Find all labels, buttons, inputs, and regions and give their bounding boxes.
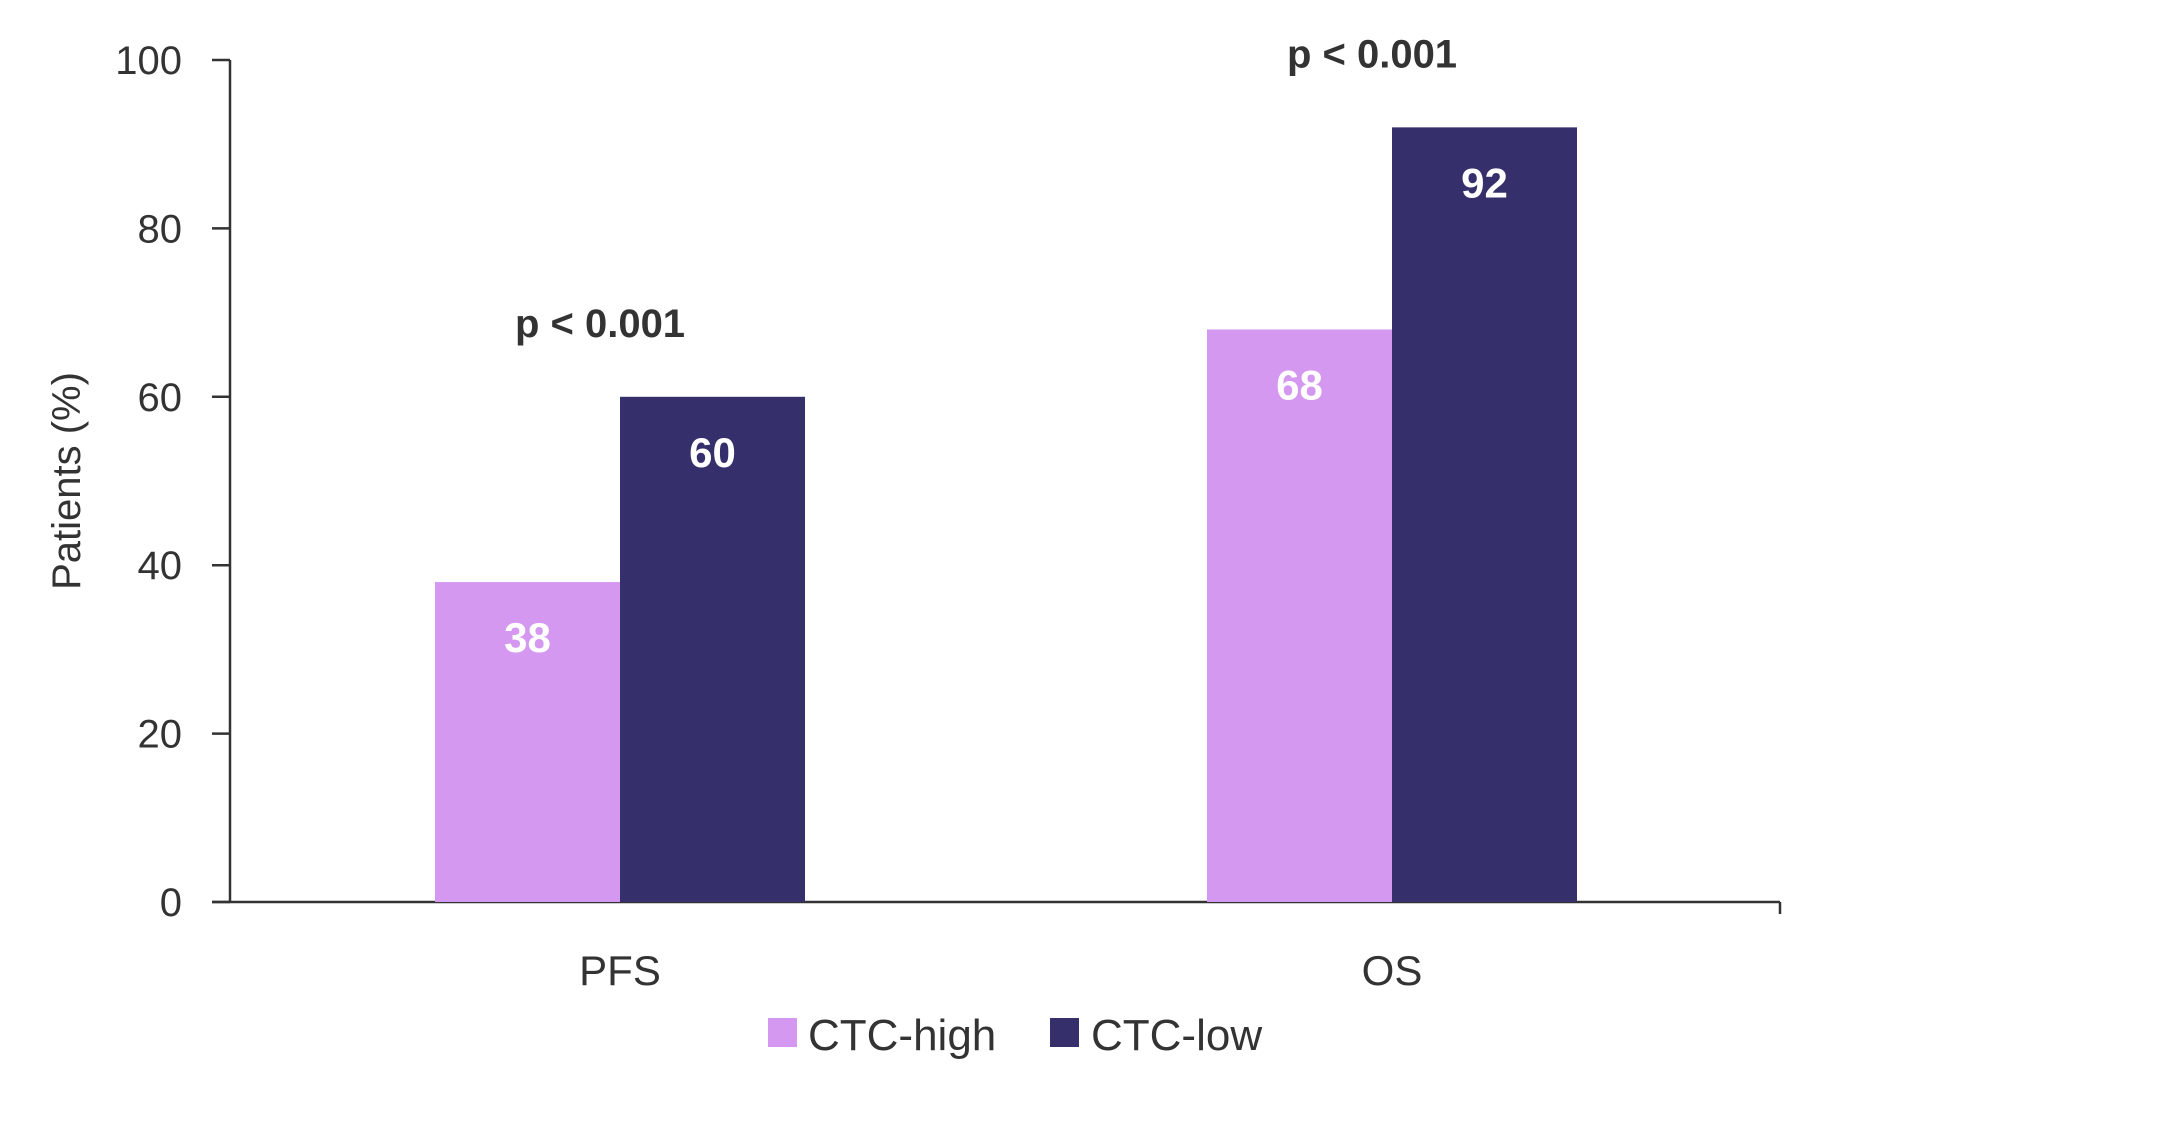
legend-swatch-ctc-high: [768, 1018, 797, 1047]
bar-value-label: 38: [504, 614, 551, 661]
y-tick-label: 100: [115, 39, 182, 83]
y-tick-label: 20: [138, 713, 183, 757]
bar-ctc-high-pfs: [435, 582, 620, 902]
y-tick-label: 60: [138, 376, 183, 420]
y-tick-label: 80: [138, 207, 183, 251]
bar-value-label: 68: [1276, 361, 1323, 408]
legend: CTC-high CTC-low: [768, 1011, 1262, 1060]
x-tick-label: OS: [1362, 947, 1423, 994]
y-tick-label: 40: [138, 544, 183, 588]
labels: 38 60 PFS p < 0.001 68 92 OS p < 0.001: [504, 32, 1508, 994]
bar-ctc-low-pfs: [620, 396, 805, 902]
legend-label-ctc-low: CTC-low: [1091, 1011, 1262, 1060]
bar-ctc-high-os: [1207, 329, 1392, 902]
y-tick-label: 0: [160, 881, 182, 925]
bar-value-label: 60: [689, 429, 736, 476]
bar-ctc-low-os: [1392, 127, 1577, 903]
legend-swatch-ctc-low: [1050, 1018, 1079, 1047]
p-value-annotation: p < 0.001: [515, 302, 685, 346]
bar-value-label: 92: [1461, 159, 1508, 206]
x-tick-label: PFS: [579, 947, 661, 994]
p-value-annotation: p < 0.001: [1287, 32, 1457, 76]
bars: [435, 127, 1577, 903]
legend-label-ctc-high: CTC-high: [808, 1011, 996, 1060]
y-axis-label: Patients (%): [45, 372, 89, 590]
